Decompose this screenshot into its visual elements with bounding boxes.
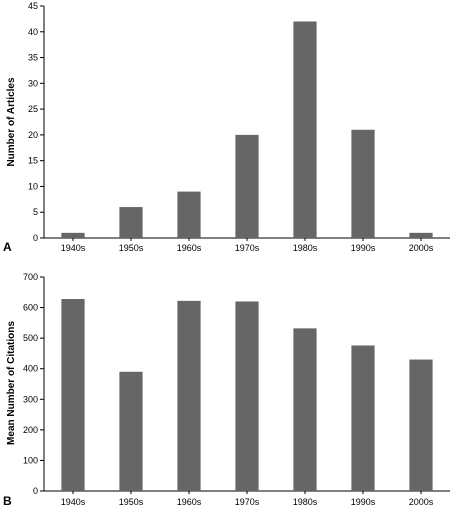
bar-b-1980s [293, 328, 317, 491]
y-axis-label-b: Mean Number of Citations [6, 321, 17, 445]
panel-label-b: B [3, 494, 12, 506]
x-tick-label-a-1940s: 1940s [61, 243, 86, 253]
y-tick-label-b-3: 300 [23, 394, 38, 404]
x-tick-label-b-1990s: 1990s [351, 497, 376, 506]
y-tick-label-a-6: 30 [28, 78, 38, 88]
y-tick-label-a-7: 35 [28, 53, 38, 63]
bar-b-2000s [409, 359, 433, 491]
y-tick-label-b-5: 500 [23, 333, 38, 343]
bar-a-1980s [293, 21, 317, 238]
y-tick-label-a-4: 20 [28, 130, 38, 140]
bar-b-1940s [61, 299, 85, 491]
y-tick-label-a-8: 40 [28, 27, 38, 37]
bar-b-1950s [119, 371, 143, 491]
y-axis-label-a: Number of Articles [6, 77, 17, 167]
panel-label-a: A [3, 240, 12, 254]
x-tick-label-b-1940s: 1940s [61, 497, 86, 506]
x-tick-label-b-1960s: 1960s [177, 497, 202, 506]
y-tick-label-b-4: 400 [23, 364, 38, 374]
y-tick-label-a-0: 0 [33, 233, 38, 243]
x-tick-label-a-1990s: 1990s [351, 243, 376, 253]
y-tick-label-b-2: 200 [23, 425, 38, 435]
x-tick-label-b-1980s: 1980s [293, 497, 318, 506]
bar-a-1970s [235, 134, 259, 238]
y-tick-label-a-1: 5 [33, 207, 38, 217]
y-tick-label-a-2: 10 [28, 181, 38, 191]
bar-a-2000s [409, 232, 433, 238]
x-tick-label-a-1950s: 1950s [119, 243, 144, 253]
y-tick-label-b-0: 0 [33, 486, 38, 496]
y-tick-label-b-6: 600 [23, 303, 38, 313]
bar-b-1990s [351, 345, 375, 491]
x-tick-label-a-2000s: 2000s [409, 243, 434, 253]
y-tick-label-a-9: 45 [28, 1, 38, 11]
chart-panel-b: Mean Number of Citations B 0 100 200 300 400… [3, 272, 450, 506]
x-tick-label-b-1970s: 1970s [235, 497, 260, 506]
bar-b-1960s [177, 300, 201, 491]
bar-a-1950s [119, 207, 143, 238]
chart-panel-a: Number of Articles A 0 5 10 15 20 25 30 35 40 45 1… [3, 1, 450, 254]
bar-a-1990s [351, 129, 375, 238]
bar-a-1960s [177, 191, 201, 238]
x-tick-label-a-1980s: 1980s [293, 243, 318, 253]
y-tick-label-a-5: 25 [28, 104, 38, 114]
bar-a-1940s [61, 232, 85, 238]
y-tick-label-b-1: 100 [23, 455, 38, 465]
y-tick-label-a-3: 15 [28, 156, 38, 166]
y-tick-label-b-7: 700 [23, 272, 38, 282]
x-tick-label-a-1960s: 1960s [177, 243, 202, 253]
x-tick-label-a-1970s: 1970s [235, 243, 260, 253]
bar-b-1970s [235, 301, 259, 491]
x-tick-label-b-2000s: 2000s [409, 497, 434, 506]
x-tick-label-b-1950s: 1950s [119, 497, 144, 506]
